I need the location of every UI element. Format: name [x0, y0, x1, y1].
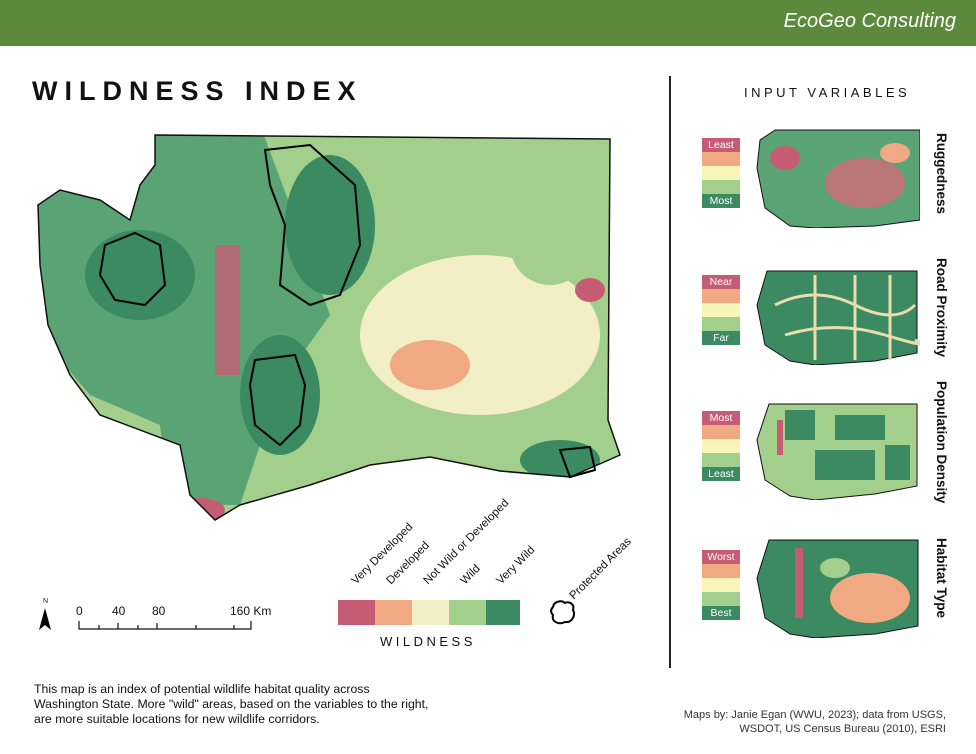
- legend-swatch-very-wild: [486, 600, 520, 625]
- ramp-label: Best: [702, 606, 740, 620]
- divider: [669, 76, 671, 668]
- input-variables-title: INPUT VARIABLES: [744, 85, 911, 100]
- population-density-label: Population Density: [934, 381, 949, 504]
- ruggedness-map: [756, 129, 920, 228]
- scale-tick-40: 40: [112, 604, 126, 618]
- protected-area-icon: [550, 600, 575, 625]
- legend-swatch-very-developed: [338, 600, 375, 625]
- habitat-type-ramp: Worst Best: [702, 550, 740, 620]
- brand-name: EcoGeo Consulting: [783, 10, 956, 32]
- legend-title: WILDNESS: [380, 634, 476, 649]
- legend-label-very-wild: Very Wild: [494, 544, 538, 587]
- ramp-label: Far: [702, 331, 740, 345]
- scale-tick-0: 0: [76, 604, 83, 618]
- road-proximity-map: [756, 270, 920, 365]
- scale-tick-80: 80: [152, 604, 166, 618]
- map-description: This map is an index of potential wildli…: [34, 682, 429, 726]
- legend-label-protected-areas: Protected Areas: [567, 535, 634, 602]
- road-proximity-label: Road Proximity: [934, 258, 949, 358]
- scale-tick-160: 160 Km: [230, 604, 272, 618]
- legend-swatch-wild: [449, 600, 486, 625]
- ramp-label: Near: [702, 275, 740, 289]
- scale-bar: [78, 621, 252, 630]
- habitat-type-map: [756, 539, 919, 638]
- ramp-label: Most: [702, 194, 740, 208]
- wildness-map: [37, 134, 621, 521]
- ruggedness-ramp: Least Most: [702, 138, 740, 208]
- habitat-type-label: Habitat Type: [934, 538, 949, 619]
- road-proximity-ramp: Near Far: [702, 275, 740, 345]
- north-arrow-icon: [39, 608, 51, 630]
- north-label: N: [43, 598, 49, 605]
- map-credits: Maps by: Janie Egan (WWU, 2023); data fr…: [683, 709, 946, 735]
- ramp-label: Least: [702, 467, 740, 481]
- header-bar: EcoGeo Consulting: [0, 0, 976, 46]
- legend-label-wild: Wild: [458, 562, 483, 587]
- population-density-map: [756, 403, 918, 500]
- ramp-label: Least: [702, 138, 740, 152]
- legend-swatch-not-wild: [412, 600, 449, 625]
- ramp-label: Most: [702, 411, 740, 425]
- ramp-label: Worst: [702, 550, 740, 564]
- population-density-ramp: Most Least: [702, 411, 740, 481]
- ruggedness-label: Ruggedness: [934, 133, 949, 215]
- legend-swatch-developed: [375, 600, 412, 625]
- map-title: WILDNESS INDEX: [32, 76, 363, 106]
